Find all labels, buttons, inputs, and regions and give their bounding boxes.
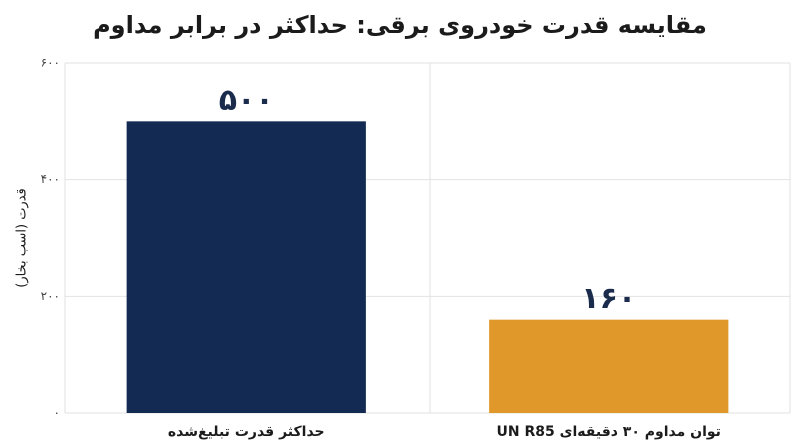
x-tick-label: توان مداوم ۳۰ دقیقه‌ای UN R85 — [497, 424, 721, 440]
value-label: ۵۰۰ — [219, 83, 274, 118]
chart-title: مقایسه قدرت خودروی برقی: حداکثر در برابر… — [93, 11, 707, 39]
value-label: ۱۶۰ — [581, 281, 636, 316]
y-tick-label: ۰ — [54, 406, 60, 420]
bar — [126, 121, 366, 413]
y-tick-label: ۶۰۰ — [41, 56, 60, 70]
x-tick-label: حداکثر قدرت تبلیغ‌شده — [168, 424, 325, 440]
y-tick-label: ۲۰۰ — [41, 289, 60, 303]
y-tick-label: ۴۰۰ — [41, 172, 60, 186]
bar — [489, 319, 729, 413]
y-axis-label: قدرت (اسب بخار) — [15, 188, 30, 287]
